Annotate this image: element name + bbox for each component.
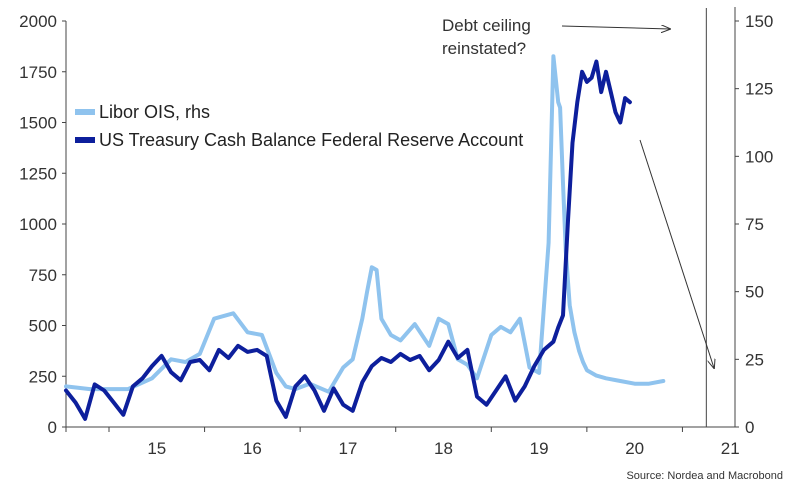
left-tick-label: 500 xyxy=(29,317,57,336)
right-tick-label: 0 xyxy=(745,418,754,437)
left-tick-label: 1250 xyxy=(19,164,57,183)
right-tick-label: 75 xyxy=(745,215,764,234)
x-axis: 15 16 17 18 19 20 21 xyxy=(65,427,740,458)
x-tick-label: 21 xyxy=(721,439,740,458)
legend-label-treasury: US Treasury Cash Balance Federal Reserve… xyxy=(99,130,523,150)
x-tick-label: 17 xyxy=(338,439,357,458)
series-layer xyxy=(64,54,666,421)
x-tick-label: 20 xyxy=(625,439,644,458)
left-tick-label: 2000 xyxy=(19,12,57,31)
x-tick-label: 18 xyxy=(434,439,453,458)
right-tick-label: 25 xyxy=(745,350,764,369)
x-tick-label: 16 xyxy=(243,439,262,458)
right-tick-label: 100 xyxy=(745,147,773,166)
right-tick-label: 150 xyxy=(745,12,773,31)
series-line-treasury-cash-balance xyxy=(64,59,632,421)
left-tick-label: 1500 xyxy=(19,114,57,133)
series-line-libor-ois xyxy=(64,54,666,394)
left-y-axis: 0 250 500 750 1000 1250 1500 1750 2000 xyxy=(19,12,66,437)
x-tick-label: 19 xyxy=(530,439,549,458)
legend-label-libor: Libor OIS, rhs xyxy=(99,102,210,122)
annotation-line-1: Debt ceiling xyxy=(442,16,531,35)
left-tick-label: 250 xyxy=(29,367,57,386)
left-tick-label: 1000 xyxy=(19,215,57,234)
left-tick-label: 1750 xyxy=(19,63,57,82)
right-tick-label: 125 xyxy=(745,80,773,99)
annotation-arrow-diagonal xyxy=(639,139,714,368)
x-tick-label: 15 xyxy=(147,439,166,458)
annotation-arrow-top xyxy=(561,26,670,29)
source-note: Source: Nordea and Macrobond xyxy=(626,470,783,482)
left-tick-label: 0 xyxy=(48,418,57,437)
right-y-axis: 0 25 50 75 100 125 150 xyxy=(735,12,773,437)
right-tick-label: 50 xyxy=(745,283,764,302)
annotation: Debt ceiling reinstated? xyxy=(442,16,714,368)
annotation-line-2: reinstated? xyxy=(442,39,526,58)
left-tick-label: 750 xyxy=(29,266,57,285)
legend: Libor OIS, rhs US Treasury Cash Balance … xyxy=(75,102,523,150)
